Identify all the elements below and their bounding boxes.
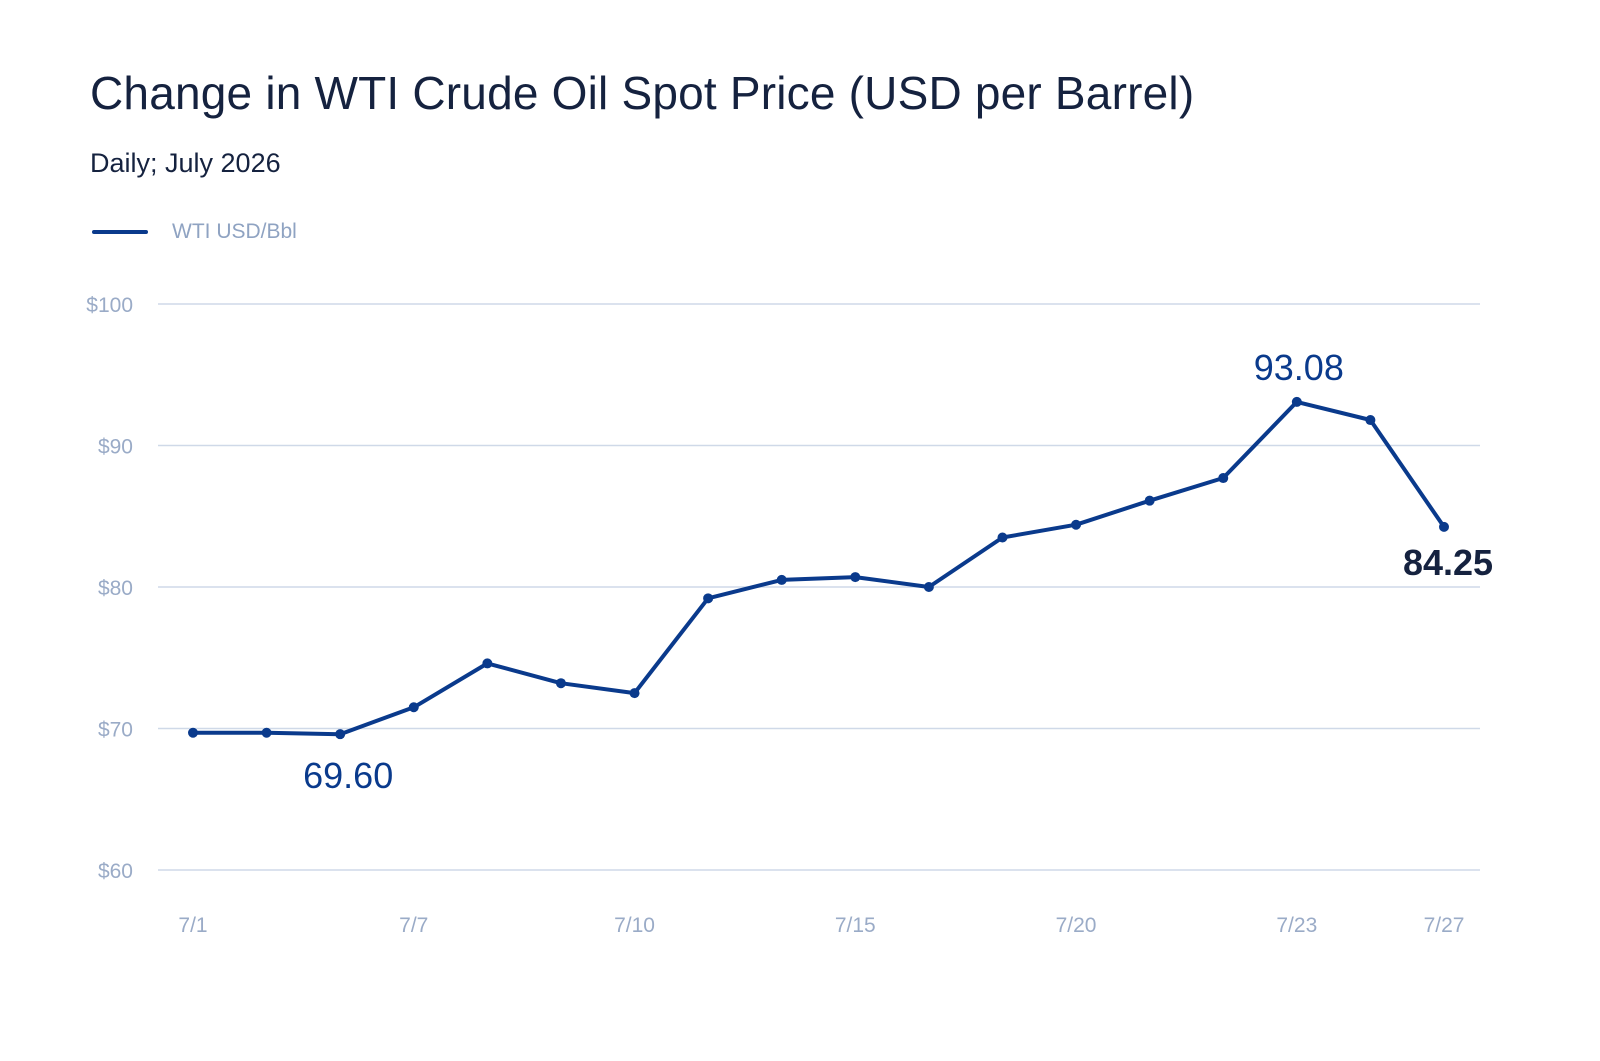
data-point [703,593,714,604]
data-point [1365,415,1376,426]
data-point [1071,519,1082,530]
x-tick-label: 7/23 [1276,914,1317,937]
data-point [188,727,198,738]
x-tick-label: 7/1 [178,914,207,937]
data-label: 93.08 [1254,347,1344,388]
data-point [1218,473,1229,484]
data-point [1144,495,1155,506]
x-tick-label: 7/10 [614,914,655,937]
legend-label: WTI USD/Bbl [172,220,297,243]
legend-swatch [92,230,148,234]
data-point [850,572,861,583]
data-point [997,532,1008,543]
data-point [555,678,566,689]
chart-title: Change in WTI Crude Oil Spot Price (USD … [90,67,1195,119]
x-tick-label: 7/20 [1056,914,1097,937]
data-point [1439,521,1449,532]
chart-subtitle: Daily; July 2026 [90,148,281,178]
data-label: 84.25 [1403,542,1493,583]
y-tick-label: $90 [98,436,133,459]
data-point [261,727,272,738]
x-tick-label: 7/27 [1424,914,1465,937]
y-tick-label: $100 [86,294,133,317]
legend: WTI USD/Bbl [92,218,297,246]
x-tick-label: 7/7 [399,914,428,937]
data-point [629,688,640,699]
series-line [191,399,1446,737]
y-tick-label: $60 [98,860,133,883]
data-label: 69.60 [303,755,393,796]
y-tick-label: $70 [98,719,133,742]
data-point [1291,396,1302,407]
data-point [408,702,419,713]
data-point [776,574,787,585]
data-point [335,729,346,740]
data-point [923,582,934,592]
y-tick-label: $80 [98,577,133,600]
data-point [482,658,493,669]
x-tick-label: 7/15 [835,914,876,937]
